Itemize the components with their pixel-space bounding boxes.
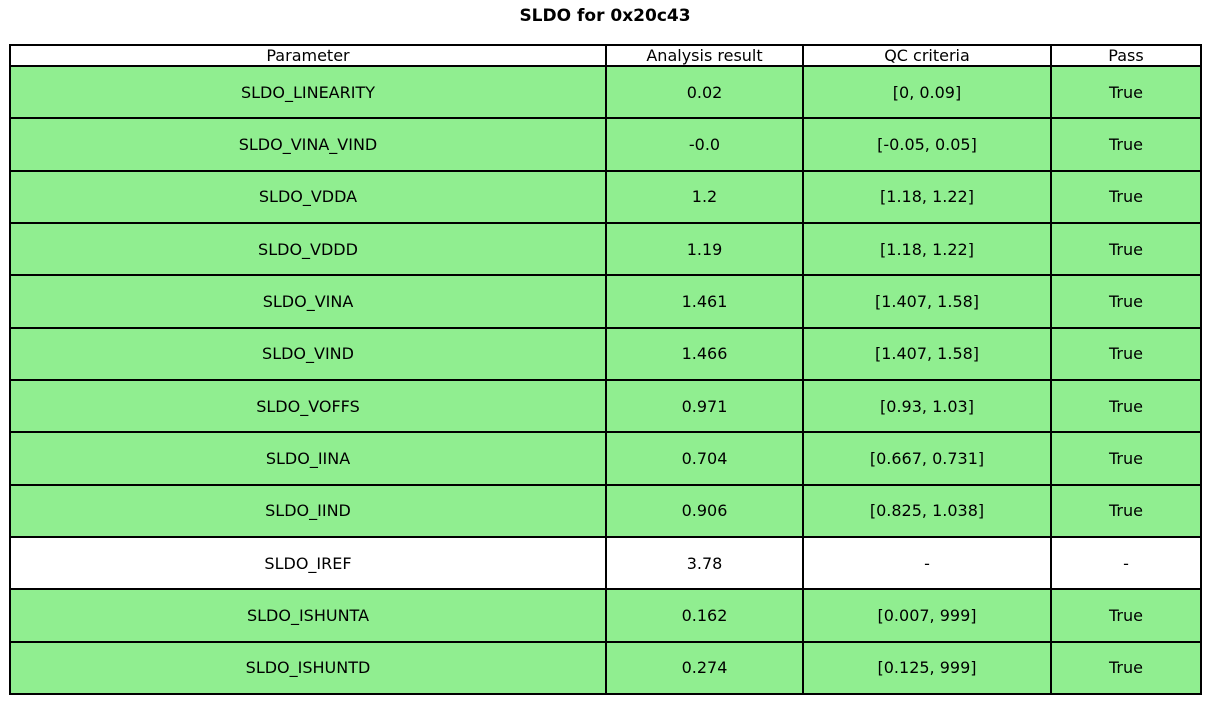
result-cell: 0.274 xyxy=(605,640,804,696)
pass-cell: True xyxy=(1050,169,1202,224)
result-cell: 0.162 xyxy=(605,588,804,643)
result-cell: 1.2 xyxy=(605,169,804,224)
result-cell: 0.02 xyxy=(605,64,804,120)
param-cell: SLDO_VDDD xyxy=(9,221,607,277)
result-cell: 3.78 xyxy=(605,535,804,591)
param-cell: SLDO_VDDA xyxy=(9,169,607,224)
col-header-parameter: Parameter xyxy=(9,44,607,67)
param-cell: SLDO_VINA xyxy=(9,274,607,329)
qc-cell: [1.18, 1.22] xyxy=(802,169,1052,224)
qc-results-table: Parameter Analysis result QC criteria Pa… xyxy=(9,44,1202,696)
table-row: SLDO_VIND 1.466 [1.407, 1.58] True xyxy=(9,326,1202,381)
result-cell: 0.906 xyxy=(605,483,804,538)
table-row: SLDO_VOFFS 0.971 [0.93, 1.03] True xyxy=(9,378,1202,434)
header-row: Parameter Analysis result QC criteria Pa… xyxy=(9,44,1202,67)
param-cell: SLDO_IREF xyxy=(9,535,607,591)
pass-cell: True xyxy=(1050,640,1202,696)
table-row: SLDO_VDDA 1.2 [1.18, 1.22] True xyxy=(9,169,1202,224)
table-row: SLDO_ISHUNTA 0.162 [0.007, 999] True xyxy=(9,588,1202,643)
pass-cell: True xyxy=(1050,221,1202,277)
result-cell: 0.704 xyxy=(605,431,804,486)
param-cell: SLDO_LINEARITY xyxy=(9,64,607,120)
qc-cell: [1.18, 1.22] xyxy=(802,221,1052,277)
param-cell: SLDO_IIND xyxy=(9,483,607,538)
qc-cell: [1.407, 1.58] xyxy=(802,274,1052,329)
pass-cell: True xyxy=(1050,326,1202,381)
pass-cell: True xyxy=(1050,431,1202,486)
pass-cell: True xyxy=(1050,274,1202,329)
qc-cell: [0, 0.09] xyxy=(802,64,1052,120)
param-cell: SLDO_VIND xyxy=(9,326,607,381)
pass-cell: True xyxy=(1050,64,1202,120)
qc-cell: [0.825, 1.038] xyxy=(802,483,1052,538)
qc-cell: [0.007, 999] xyxy=(802,588,1052,643)
param-cell: SLDO_VOFFS xyxy=(9,378,607,434)
table-row: SLDO_LINEARITY 0.02 [0, 0.09] True xyxy=(9,64,1202,120)
page-title: SLDO for 0x20c43 xyxy=(519,6,691,26)
pass-cell: True xyxy=(1050,117,1202,172)
qc-cell: [1.407, 1.58] xyxy=(802,326,1052,381)
qc-cell: [-0.05, 0.05] xyxy=(802,117,1052,172)
qc-cell: [0.125, 999] xyxy=(802,640,1052,696)
qc-cell: - xyxy=(802,535,1052,591)
param-cell: SLDO_IINA xyxy=(9,431,607,486)
result-cell: -0.0 xyxy=(605,117,804,172)
pass-cell: True xyxy=(1050,588,1202,643)
result-cell: 1.19 xyxy=(605,221,804,277)
table-row: SLDO_VDDD 1.19 [1.18, 1.22] True xyxy=(9,221,1202,277)
param-cell: SLDO_ISHUNTA xyxy=(9,588,607,643)
table-row: SLDO_VINA 1.461 [1.407, 1.58] True xyxy=(9,274,1202,329)
param-cell: SLDO_VINA_VIND xyxy=(9,117,607,172)
table-row: SLDO_IREF 3.78 - - xyxy=(9,535,1202,591)
pass-cell: - xyxy=(1050,535,1202,591)
table-row: SLDO_IINA 0.704 [0.667, 0.731] True xyxy=(9,431,1202,486)
pass-cell: True xyxy=(1050,378,1202,434)
result-cell: 1.466 xyxy=(605,326,804,381)
param-cell: SLDO_ISHUNTD xyxy=(9,640,607,696)
qc-cell: [0.93, 1.03] xyxy=(802,378,1052,434)
table-row: SLDO_ISHUNTD 0.274 [0.125, 999] True xyxy=(9,640,1202,696)
table-row: SLDO_IIND 0.906 [0.825, 1.038] True xyxy=(9,483,1202,538)
pass-cell: True xyxy=(1050,483,1202,538)
result-cell: 0.971 xyxy=(605,378,804,434)
result-cell: 1.461 xyxy=(605,274,804,329)
col-header-pass: Pass xyxy=(1050,44,1202,67)
table-row: SLDO_VINA_VIND -0.0 [-0.05, 0.05] True xyxy=(9,117,1202,172)
col-header-analysis-result: Analysis result xyxy=(605,44,804,67)
qc-cell: [0.667, 0.731] xyxy=(802,431,1052,486)
col-header-qc-criteria: QC criteria xyxy=(802,44,1052,67)
